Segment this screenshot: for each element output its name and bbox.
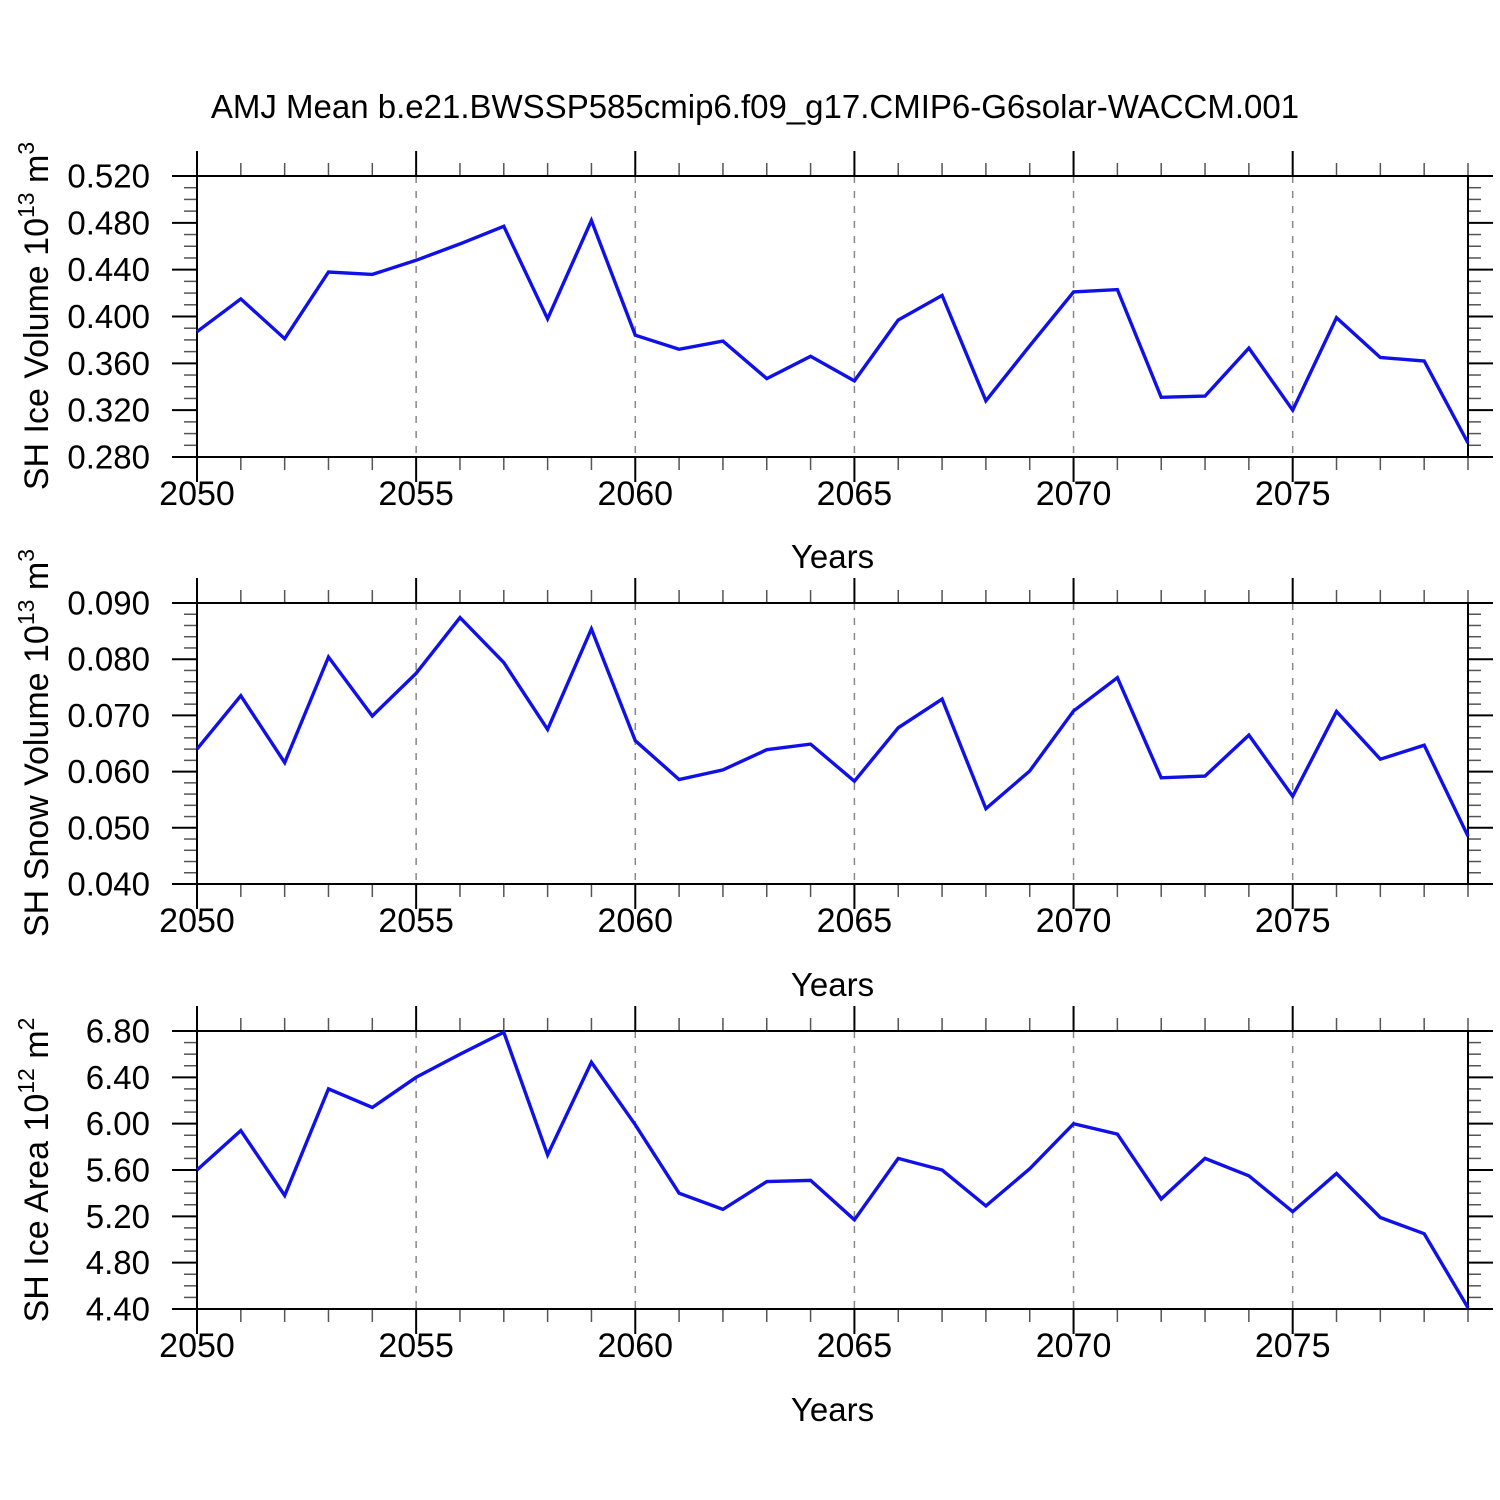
y-axis-title-unit-exponent: 3	[12, 548, 39, 562]
x-tick-label: 2075	[1255, 1327, 1331, 1365]
x-tick-label: 2065	[817, 475, 893, 513]
x-axis-label-panel-2: Years	[790, 966, 875, 1003]
y-axis-title-unit-exponent: 3	[12, 141, 39, 155]
gridlines-sh-ice-area	[415, 1031, 1294, 1309]
y-tick-labels-sh-snow-volume: 0.040 0.050 0.060 0.070 0.080 0.090	[67, 585, 150, 903]
y-axis-title-unit: m	[18, 154, 57, 193]
y-axis-title-exponent: 13	[12, 599, 39, 626]
x-axis-label-panel-3: Years	[790, 1391, 875, 1428]
y-tick-label: 0.520	[67, 158, 150, 195]
x-tick-label: 2060	[597, 1327, 673, 1365]
y-tick-label: 0.070	[67, 697, 150, 734]
y-tick-label: 4.40	[86, 1291, 150, 1328]
x-tick-label: 2050	[159, 475, 235, 513]
y-tick-label: 6.40	[86, 1059, 150, 1096]
x-axis-label-panel-1: Years	[790, 538, 875, 575]
y-axis-title-unit: m	[18, 561, 57, 600]
y-axis-ticks-sh-snow-volume	[172, 602, 1493, 885]
y-tick-label: 0.480	[67, 204, 150, 241]
y-axis-title-exponent: 13	[12, 192, 39, 219]
x-axis-ticks-sh-ice-volume	[196, 151, 1469, 482]
y-axis-title-text: SH Ice Area 10	[18, 1093, 57, 1323]
x-tick-labels-sh-snow-volume: 2050 2055 2060 2065 2070 2075	[159, 902, 1330, 940]
x-tick-label: 2050	[159, 902, 235, 940]
y-tick-label: 0.090	[67, 585, 150, 622]
x-axis-ticks-sh-ice-area	[196, 1006, 1469, 1334]
y-tick-label: 0.360	[67, 345, 150, 382]
y-axis-title-unit: m	[18, 1030, 57, 1069]
x-tick-label: 2070	[1036, 902, 1112, 940]
y-tick-label: 0.080	[67, 641, 150, 678]
x-tick-label: 2055	[378, 475, 454, 513]
x-tick-label: 2070	[1036, 475, 1112, 513]
x-tick-label: 2075	[1255, 475, 1331, 513]
plot-frame	[196, 1030, 1469, 1310]
y-tick-label: 0.060	[67, 753, 150, 790]
series-line-sh-snow-volume	[195, 615, 1470, 837]
y-tick-label: 5.60	[86, 1152, 150, 1189]
x-tick-label: 2065	[817, 1327, 893, 1365]
x-tick-label: 2050	[159, 1327, 235, 1365]
y-axis-ticks-sh-ice-area	[172, 1030, 1493, 1310]
y-tick-label: 6.00	[86, 1105, 150, 1142]
y-axis-title-unit-exponent: 2	[12, 1017, 39, 1031]
x-tick-label: 2070	[1036, 1327, 1112, 1365]
y-tick-label: 4.80	[86, 1244, 150, 1281]
chart-title: AMJ Mean b.e21.BWSSP585cmip6.f09_g17.CMI…	[210, 88, 1300, 125]
y-tick-label: 0.040	[67, 866, 150, 903]
panel-sh-ice-area: 4.40 4.80 5.20 5.60 6.00 6.40 6.80 2050 2055 2060…	[86, 1006, 1493, 1365]
gridlines-sh-ice-volume	[415, 176, 1294, 457]
gridlines-sh-snow-volume	[415, 603, 1294, 884]
x-axis-ticks-sh-snow-volume	[196, 578, 1469, 909]
plot-frame	[196, 602, 1469, 885]
y-axis-title-ice-area: SH Ice Area 1012 m2	[12, 1017, 57, 1323]
y-tick-label: 6.80	[86, 1013, 150, 1050]
y-axis-title-snow-volume: SH Snow Volume 1013 m3	[12, 548, 57, 938]
y-tick-label: 0.050	[67, 809, 150, 846]
y-tick-label: 5.20	[86, 1198, 150, 1235]
x-tick-labels-sh-ice-area: 2050 2055 2060 2065 2070 2075	[159, 1327, 1330, 1365]
y-axis-title-text: SH Snow Volume 10	[18, 625, 57, 938]
plot-frame	[196, 175, 1469, 458]
y-axis-title-exponent: 12	[12, 1068, 39, 1094]
series-line-sh-ice-area	[195, 1029, 1470, 1309]
x-tick-label: 2065	[817, 902, 893, 940]
x-tick-label: 2055	[378, 1327, 454, 1365]
y-tick-labels-sh-ice-volume: 0.280 0.320 0.360 0.400 0.440 0.480 0.520	[67, 158, 150, 476]
y-tick-label: 0.440	[67, 251, 150, 288]
x-tick-label: 2060	[597, 475, 673, 513]
x-tick-label: 2055	[378, 902, 454, 940]
x-tick-label: 2075	[1255, 902, 1331, 940]
y-axis-ticks-sh-ice-volume	[172, 175, 1493, 458]
y-axis-title-text: SH Ice Volume 10	[18, 218, 57, 491]
y-tick-label: 0.400	[67, 298, 150, 335]
x-tick-label: 2060	[597, 902, 673, 940]
y-tick-label: 0.320	[67, 392, 150, 429]
x-tick-labels-sh-ice-volume: 2050 2055 2060 2065 2070 2075	[159, 475, 1330, 513]
y-tick-labels-sh-ice-area: 4.40 4.80 5.20 5.60 6.00 6.40 6.80	[86, 1013, 150, 1328]
series-line-sh-ice-volume	[195, 216, 1470, 444]
y-axis-title-ice-volume: SH Ice Volume 1013 m3	[12, 141, 57, 491]
y-tick-label: 0.280	[67, 439, 150, 476]
